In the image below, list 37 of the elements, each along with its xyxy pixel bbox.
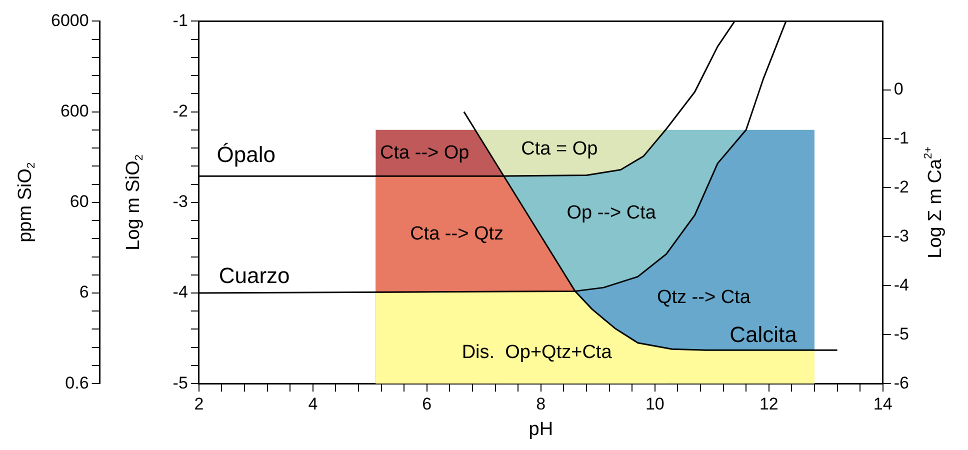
y2-tick-label: -2	[894, 177, 910, 196]
annotation: Ópalo	[216, 142, 276, 168]
x-tick-label: 14	[873, 394, 892, 414]
y3-tick-label: 600	[60, 101, 89, 120]
y-axis-title: Log m SiO2	[123, 154, 146, 250]
y3-tick-label: 6	[79, 282, 89, 302]
annotation: Cta = Op	[521, 138, 598, 160]
y-tick-label: -2	[172, 101, 188, 120]
x-tick-label: 10	[645, 394, 664, 414]
y3-tick-label: 0.6	[65, 373, 89, 392]
y2-tick-label: -1	[894, 128, 910, 148]
y-tick-label: -4	[172, 282, 188, 302]
annotation: Calcita	[730, 322, 798, 347]
annotation: Op --> Cta	[566, 202, 656, 224]
y3-axis-title: ppm SiO2	[15, 162, 38, 242]
x-tick-label: 4	[308, 394, 318, 414]
annotation: Cuarzo	[218, 262, 290, 288]
x-tick-label: 6	[422, 394, 432, 414]
y2-tick-label: -4	[894, 275, 910, 294]
y-tick-label: -5	[172, 373, 188, 392]
annotation: Qtz --> Cta	[656, 286, 751, 308]
x-axis-title: pH	[528, 419, 554, 440]
x-tick-label: 8	[536, 394, 546, 414]
y2-tick-label: -6	[894, 373, 910, 392]
annotation: Cta --> Qtz	[410, 224, 504, 245]
y2-tick-label: -5	[894, 324, 910, 344]
y3-tick-label: 6000	[50, 10, 89, 30]
x-tick-label: 2	[194, 394, 204, 414]
y3-tick-label: 60	[70, 192, 89, 212]
y-tick-label: -3	[172, 192, 188, 212]
y-tick-label: -1	[172, 10, 188, 30]
annotation: Dis. Op+Qtz+Cta	[462, 342, 612, 364]
y2-axis-title: Log Σ m Ca2+	[922, 146, 946, 258]
y2-tick-label: -3	[894, 226, 910, 246]
annotation: Cta --> Op	[380, 142, 470, 164]
x-tick-label: 12	[759, 394, 778, 414]
y2-tick-label: 0	[894, 79, 904, 98]
